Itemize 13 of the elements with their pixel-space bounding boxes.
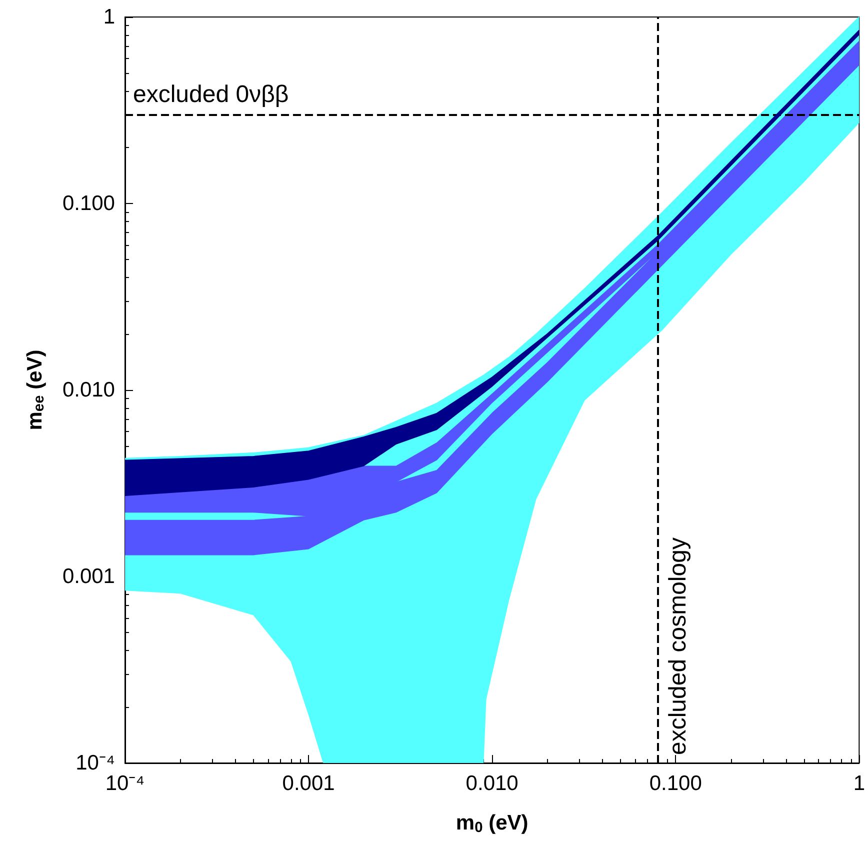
x-tick-label: 1: [853, 772, 866, 795]
ref-line-label: excluded 0νββ: [133, 81, 289, 108]
y-axis-title: mee (eV): [23, 350, 48, 430]
y-tick-label: 1: [103, 6, 115, 28]
x-tick-label: 0.100: [649, 772, 702, 795]
ref-line-label: excluded cosmology: [664, 538, 692, 755]
y-tick-label: 0.010: [62, 378, 115, 402]
y-tick-label: 0.001: [62, 565, 115, 588]
y-tick-label: 0.100: [62, 192, 115, 215]
y-tick-label: 10⁻⁴: [76, 752, 115, 774]
x-tick-label: 10⁻⁴: [105, 772, 145, 795]
x-tick-label: 0.001: [282, 772, 335, 795]
x-tick-label: 0.010: [466, 772, 518, 795]
